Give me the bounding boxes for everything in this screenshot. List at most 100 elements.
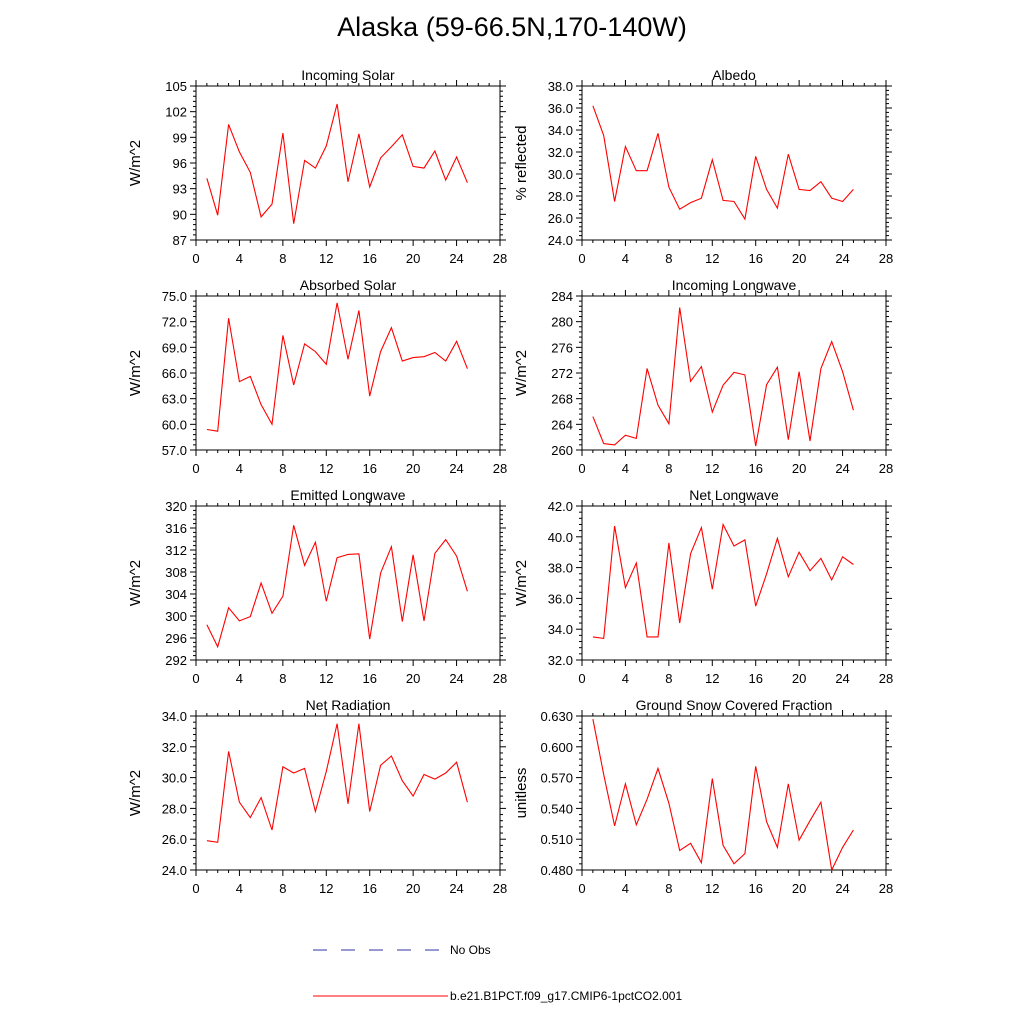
legend: No Obs b.e21.B1PCT.f09_g17.CMIP6-1pctCO2… [313, 943, 682, 1003]
y-tick-label: 316 [165, 521, 187, 536]
chart-panel-3: Absorbed Solar W/m^2 0 4 8 12 16 20 24 28 57.0 60.0… [127, 277, 507, 476]
y-tick-label: 24.0 [548, 233, 573, 248]
series-line [206, 103, 468, 224]
chart-panel-5: Emitted Longwave W/m^2 0 4 8 12 16 20 24 28 292 296… [127, 487, 507, 686]
x-tick-label: 4 [236, 671, 243, 686]
y-tick-label: 296 [165, 631, 187, 646]
x-tick-label: 16 [362, 671, 376, 686]
y-tick-label: 96 [173, 156, 187, 171]
x-tick-label: 24 [449, 461, 463, 476]
y-tick-label: 276 [551, 340, 573, 355]
chart-panel-1: Incoming Solar W/m^2 0 4 8 12 16 20 24 28 87 90 93 96… [127, 67, 507, 266]
y-tick-label: 24.0 [162, 863, 187, 878]
y-axis-label: W/m^2 [127, 770, 144, 816]
x-tick-label: 28 [493, 251, 507, 266]
x-tick-label: 4 [622, 461, 629, 476]
y-tick-label: 72.0 [162, 315, 187, 330]
x-tick-label: 16 [748, 251, 762, 266]
x-tick-label: 28 [879, 251, 893, 266]
y-tick-label: 284 [551, 289, 573, 304]
y-axis-label: W/m^2 [127, 140, 144, 186]
series-line [592, 718, 854, 872]
x-tick-label: 28 [493, 671, 507, 686]
y-tick-label: 26.0 [548, 211, 573, 226]
x-tick-label: 20 [792, 251, 806, 266]
legend-label-no-obs: No Obs [450, 943, 491, 957]
x-tick-label: 20 [406, 881, 420, 896]
x-tick-label: 20 [792, 881, 806, 896]
y-tick-label: 105 [165, 79, 187, 94]
x-tick-label: 0 [578, 881, 585, 896]
x-tick-label: 12 [319, 461, 333, 476]
x-tick-label: 28 [879, 881, 893, 896]
panel-title: Absorbed Solar [300, 277, 397, 293]
y-tick-label: 87 [173, 233, 187, 248]
x-tick-label: 24 [449, 881, 463, 896]
y-tick-label: 75.0 [162, 289, 187, 304]
x-tick-label: 12 [705, 251, 719, 266]
x-tick-label: 8 [279, 881, 286, 896]
x-tick-label: 4 [622, 881, 629, 896]
x-tick-label: 16 [362, 251, 376, 266]
series-line [206, 723, 468, 843]
plot-frame [195, 85, 501, 241]
y-tick-label: 26.0 [162, 832, 187, 847]
y-tick-label: 30.0 [162, 771, 187, 786]
y-axis-label: W/m^2 [127, 560, 144, 606]
x-tick-label: 8 [665, 461, 672, 476]
y-tick-label: 0.540 [540, 801, 573, 816]
x-tick-label: 12 [319, 251, 333, 266]
x-tick-label: 12 [705, 461, 719, 476]
x-tick-label: 28 [879, 671, 893, 686]
x-tick-label: 16 [748, 461, 762, 476]
series-line [206, 302, 468, 432]
x-tick-label: 20 [792, 671, 806, 686]
y-tick-label: 90 [173, 207, 187, 222]
x-tick-label: 8 [665, 671, 672, 686]
y-tick-label: 272 [551, 366, 573, 381]
y-tick-label: 32.0 [548, 653, 573, 668]
y-tick-label: 63.0 [162, 392, 187, 407]
x-tick-label: 16 [362, 461, 376, 476]
x-tick-label: 4 [236, 881, 243, 896]
y-tick-label: 0.480 [540, 863, 573, 878]
chart-panels: Incoming Solar W/m^2 0 4 8 12 16 20 24 28 87 90 93 96… [127, 67, 893, 896]
y-tick-label: 42.0 [548, 499, 573, 514]
x-tick-label: 24 [449, 251, 463, 266]
plot-frame [195, 295, 501, 451]
chart-panel-2: Albedo % reflected 0 4 8 12 16 20 24 28 24.0 26.0 28… [513, 67, 893, 266]
y-tick-label: 36.0 [548, 101, 573, 116]
panel-title: Ground Snow Covered Fraction [636, 697, 833, 713]
panel-title: Albedo [712, 67, 756, 83]
y-tick-label: 30.0 [548, 167, 573, 182]
y-tick-label: 268 [551, 392, 573, 407]
plot-frame [195, 715, 501, 871]
x-tick-label: 20 [406, 671, 420, 686]
y-tick-label: 292 [165, 653, 187, 668]
x-tick-label: 4 [236, 251, 243, 266]
x-tick-label: 24 [449, 671, 463, 686]
y-tick-label: 0.600 [540, 740, 573, 755]
panel-title: Incoming Solar [301, 67, 395, 83]
x-tick-label: 8 [665, 881, 672, 896]
x-tick-label: 28 [493, 881, 507, 896]
x-tick-label: 0 [192, 251, 199, 266]
y-tick-label: 300 [165, 609, 187, 624]
y-tick-label: 38.0 [548, 79, 573, 94]
y-tick-label: 60.0 [162, 417, 187, 432]
legend-label-model: b.e21.B1PCT.f09_g17.CMIP6-1pctCO2.001 [450, 989, 682, 1003]
y-axis-label: W/m^2 [127, 350, 144, 396]
series-line [592, 307, 854, 447]
panel-title: Incoming Longwave [672, 277, 797, 293]
y-tick-label: 308 [165, 565, 187, 580]
y-tick-label: 66.0 [162, 366, 187, 381]
x-tick-label: 24 [835, 671, 849, 686]
x-tick-label: 24 [835, 251, 849, 266]
y-tick-label: 93 [173, 182, 187, 197]
y-tick-label: 34.0 [548, 123, 573, 138]
y-tick-label: 36.0 [548, 591, 573, 606]
y-tick-label: 28.0 [548, 189, 573, 204]
chart-panel-8: Ground Snow Covered Fraction unitless 0 4 8 1… [513, 697, 893, 896]
y-axis-label: W/m^2 [513, 350, 530, 396]
